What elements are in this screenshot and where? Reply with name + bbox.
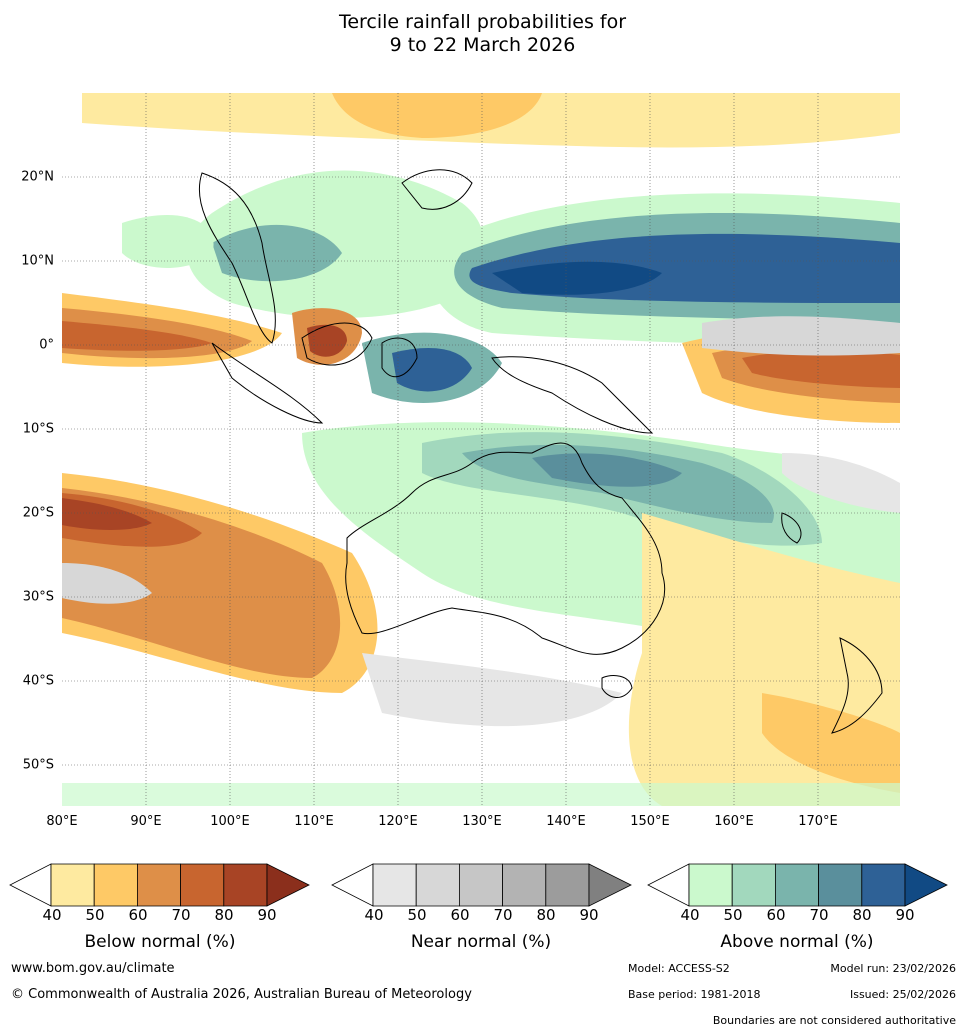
above-normal-colorbar: [647, 863, 948, 907]
copyright-notice: © Commonwealth of Australia 2026, Austra…: [11, 987, 472, 1002]
near-normal-legend-title: Near normal (%): [410, 932, 552, 952]
below-normal-regions: [62, 93, 900, 806]
lat-label: 0°: [39, 337, 54, 353]
colorbar-tick: 90: [895, 906, 915, 924]
issued-date: Issued: 25/02/2026: [849, 988, 956, 1001]
colorbar-band: [861, 863, 906, 907]
lon-label: 140°E: [546, 814, 586, 829]
lat-label: 20°N: [21, 169, 54, 185]
colorbar-band: [180, 863, 225, 907]
model-run-date: Model run: 23/02/2026: [830, 962, 956, 975]
colorbar-band: [93, 863, 138, 907]
website-link[interactable]: www.bom.gov.au/climate: [11, 961, 175, 976]
lon-label: 110°E: [294, 814, 334, 829]
rainfall-probability-map: [62, 93, 900, 806]
model-name: Model: ACCESS-S2: [628, 962, 730, 975]
colorbar-band: [545, 863, 590, 907]
colorbar-tick: 60: [128, 906, 148, 924]
lat-label: 50°S: [22, 757, 54, 773]
colorbar-band: [688, 863, 733, 907]
near-normal-colorbar: [331, 863, 632, 907]
colorbar-tick: 50: [407, 906, 427, 924]
lat-label: 20°S: [22, 505, 54, 521]
lon-label: 150°E: [630, 814, 670, 829]
colorbar-band: [223, 863, 268, 907]
near-normal-regions: [62, 316, 900, 806]
colorbar-tick: 90: [579, 906, 599, 924]
colorbar-band: [775, 863, 819, 907]
colorbar-tick: 80: [852, 906, 872, 924]
colorbar-tick: 70: [493, 906, 513, 924]
boundary-disclaimer: Boundaries are not considered authoritat…: [712, 1014, 956, 1027]
below-normal-legend-title: Below normal (%): [84, 932, 236, 952]
map-title-line-1: Tercile rainfall probabilities for: [338, 11, 627, 33]
colorbar-tick: 80: [536, 906, 556, 924]
below-normal-colorbar: [9, 863, 310, 907]
colorbar-tick: 40: [364, 906, 384, 924]
colorbar-upper-extension: [588, 863, 632, 907]
lat-label: 10°N: [21, 253, 54, 269]
colorbar-tick: 40: [42, 906, 62, 924]
colorbar-band: [502, 863, 547, 907]
colorbar-lower-extension: [331, 863, 374, 907]
colorbar-upper-extension: [904, 863, 948, 907]
colorbar-tick: 80: [214, 906, 234, 924]
colorbar-lower-extension: [9, 863, 52, 907]
colorbar-tick: 50: [85, 906, 105, 924]
colorbar-tick: 60: [766, 906, 786, 924]
lon-label: 130°E: [462, 814, 502, 829]
lon-label: 80°E: [46, 814, 78, 829]
lat-label: 40°S: [22, 673, 54, 689]
colorbar-band: [415, 863, 460, 907]
colorbar-lower-extension: [647, 863, 690, 907]
lon-label: 160°E: [714, 814, 754, 829]
colorbar-tick: 90: [257, 906, 277, 924]
lon-label: 100°E: [210, 814, 250, 829]
colorbar-tick: 60: [450, 906, 470, 924]
base-period: Base period: 1981-2018: [628, 988, 761, 1001]
lon-label: 120°E: [378, 814, 418, 829]
lon-label: 170°E: [798, 814, 838, 829]
colorbar-tick: 40: [680, 906, 700, 924]
colorbar-band: [137, 863, 181, 907]
lon-label: 90°E: [130, 814, 162, 829]
above-normal-legend-title: Above normal (%): [720, 932, 874, 952]
lat-label: 30°S: [22, 589, 54, 605]
colorbar-tick: 70: [171, 906, 191, 924]
map-title-line-2: 9 to 22 March 2026: [389, 34, 576, 56]
colorbar-band: [731, 863, 776, 907]
colorbar-band: [459, 863, 503, 907]
colorbar-band: [818, 863, 863, 907]
lat-label: 10°S: [22, 421, 54, 437]
coastlines: [198, 169, 883, 734]
colorbar-tick: 50: [723, 906, 743, 924]
graticule: [62, 93, 900, 806]
colorbar-tick: 70: [809, 906, 829, 924]
colorbar-upper-extension: [266, 863, 310, 907]
colorbar-band: [372, 863, 417, 907]
colorbar-band: [50, 863, 95, 907]
